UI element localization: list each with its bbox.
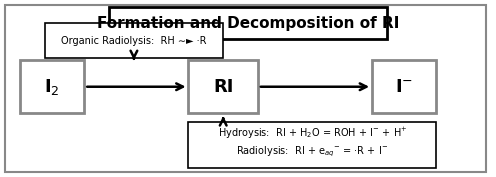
Text: RI: RI [213,78,234,96]
Text: Radiolysis:  RI + e$_{aq}$$^{-}$ = ·R + I$^{-}$: Radiolysis: RI + e$_{aq}$$^{-}$ = ·R + I… [237,145,388,159]
Text: I$^{-}$: I$^{-}$ [395,78,413,96]
FancyBboxPatch shape [20,60,84,113]
FancyBboxPatch shape [188,122,436,168]
FancyBboxPatch shape [5,5,486,172]
Text: Formation and Decomposition of RI: Formation and Decomposition of RI [97,16,399,30]
FancyBboxPatch shape [109,7,387,39]
FancyBboxPatch shape [188,60,258,113]
FancyBboxPatch shape [45,23,223,58]
Text: I$_2$: I$_2$ [44,77,60,97]
Text: Organic Radiolysis:  RH ∼► ·R: Organic Radiolysis: RH ∼► ·R [61,36,207,46]
Text: Hydroysis:  RI + H$_2$O = ROH + I$^{-}$ + H$^{+}$: Hydroysis: RI + H$_2$O = ROH + I$^{-}$ +… [218,126,407,141]
FancyBboxPatch shape [372,60,436,113]
